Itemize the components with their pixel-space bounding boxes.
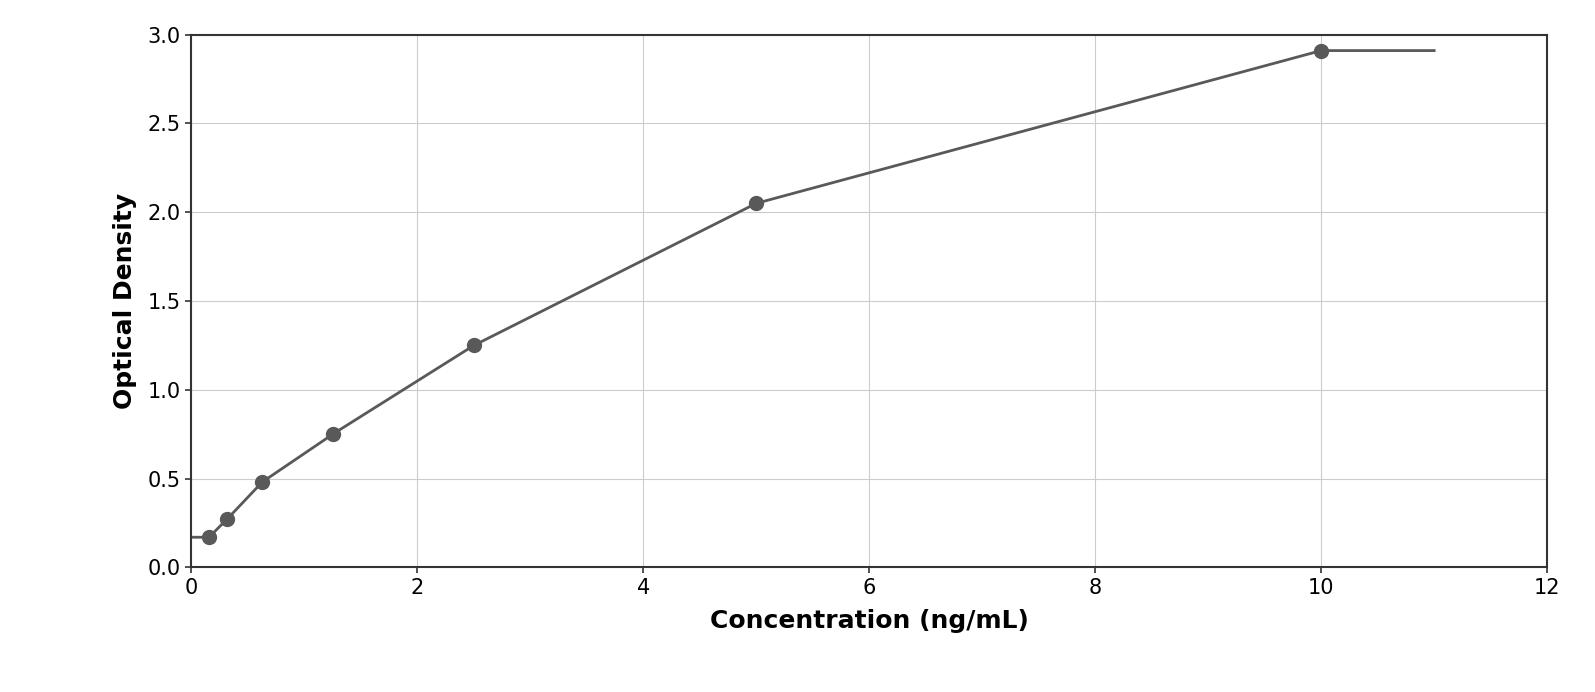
Point (321, 429, 346, 440)
Point (249, 477, 274, 488)
X-axis label: Concentration (ng/mL): Concentration (ng/mL) (710, 609, 1029, 633)
Y-axis label: Optical Density: Optical Density (113, 193, 137, 409)
Point (461, 340, 486, 351)
Point (214, 514, 239, 525)
Point (1308, 45, 1333, 56)
Point (743, 198, 769, 209)
Point (196, 531, 222, 543)
